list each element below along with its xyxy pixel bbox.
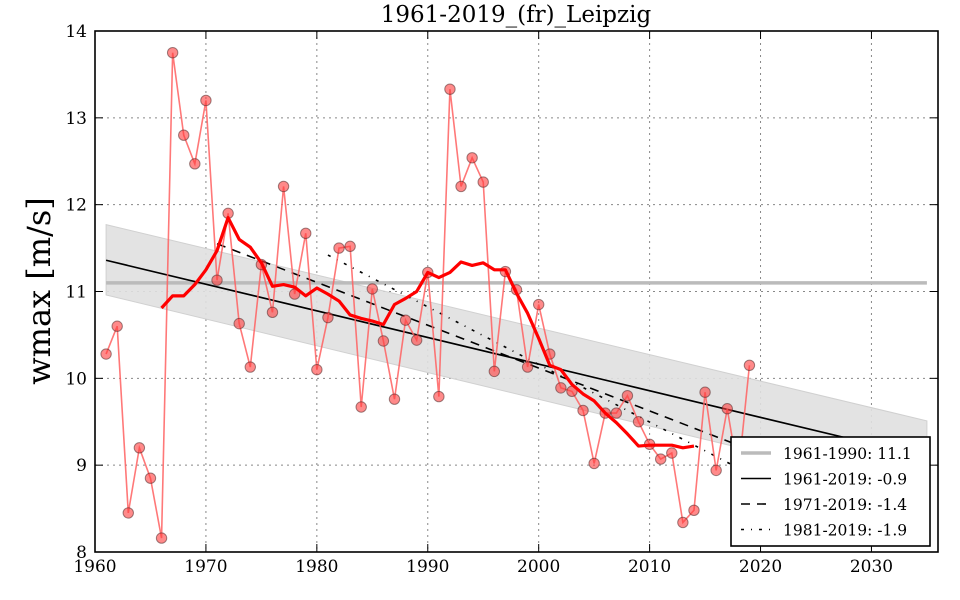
trend-line-dashed	[216, 242, 750, 451]
y-tick-label: 9	[76, 456, 87, 476]
observation-point	[588, 457, 600, 470]
observation-point	[444, 83, 456, 95]
x-tick-label: 1970	[184, 557, 227, 577]
x-tick-label: 2020	[739, 557, 782, 577]
observation-point	[355, 401, 367, 413]
observation-point	[399, 314, 412, 326]
observation-point	[433, 390, 445, 403]
axis-ticks: 1960 1970 1980 1990 2000 2010 2020 2030 8 9 10 11 12…	[65, 22, 938, 577]
observation-point	[455, 180, 467, 193]
observation-point	[743, 359, 756, 372]
observation-point	[366, 283, 379, 295]
observation-point	[311, 363, 323, 376]
x-tick-label: 2010	[628, 557, 671, 577]
observation-point	[344, 240, 356, 253]
observation-point	[666, 447, 678, 459]
x-tick-label: 1980	[295, 557, 338, 577]
observation-point	[388, 393, 401, 405]
legend-label: 1961-2019: -0.9	[783, 471, 907, 489]
observation-point	[699, 386, 711, 398]
y-tick-label: 11	[65, 283, 87, 303]
observation-point	[122, 507, 134, 519]
observation-point	[654, 453, 667, 465]
observation-point	[277, 180, 290, 193]
observation-point	[621, 390, 634, 402]
observation-point	[632, 416, 645, 428]
moving-average-series	[160, 216, 695, 450]
observation-point	[610, 407, 623, 419]
observation-point	[211, 274, 223, 286]
observation-point	[155, 532, 168, 544]
observation-point	[133, 442, 146, 454]
observation-point	[333, 242, 345, 254]
chart-title: 1961-2019_(fr)_Leipzig	[381, 2, 652, 28]
y-tick-label: 12	[65, 196, 87, 216]
observation-point	[488, 365, 501, 378]
observation-point	[233, 317, 245, 330]
x-tick-label: 2030	[850, 557, 893, 577]
observation-point	[477, 176, 489, 188]
legend-box	[730, 436, 931, 547]
observation-point	[466, 152, 478, 164]
y-tick-label: 14	[65, 22, 87, 42]
legend: 1961-1990: 11.1 1961-2019: -0.9 1971-2019:…	[730, 436, 931, 547]
legend-label: 1961-1990: 11.1	[783, 445, 912, 463]
observation-point	[178, 129, 190, 141]
observation-point	[266, 306, 279, 319]
observation-point	[166, 47, 179, 59]
observation-point	[677, 516, 689, 529]
observation-point	[200, 94, 212, 107]
y-tick-label: 8	[76, 543, 87, 563]
observation-point	[521, 361, 534, 373]
observation-point	[144, 472, 157, 484]
x-tick-label: 1990	[406, 557, 449, 577]
observation-point	[721, 403, 733, 415]
y-tick-label: 13	[65, 109, 87, 129]
observation-point	[555, 382, 567, 394]
observation-point	[377, 335, 390, 347]
observation-point	[100, 348, 112, 360]
observation-point	[410, 334, 423, 346]
observation-point	[189, 158, 201, 170]
legend-label: 1971-2019: -1.4	[783, 496, 907, 514]
observation-point	[244, 361, 256, 373]
observation-point	[322, 311, 334, 324]
observation-point	[688, 504, 700, 517]
observation-point	[710, 464, 722, 477]
trend-lines	[105, 242, 928, 475]
x-tick-label: 1960	[73, 557, 116, 577]
legend-label: 1981-2019: -1.9	[783, 522, 907, 540]
y-axis-label: wmax [m/s]	[20, 197, 58, 385]
observation-point	[300, 227, 312, 240]
y-tick-label: 10	[65, 369, 87, 389]
moving-average-line	[160, 216, 695, 450]
observation-point	[111, 320, 123, 332]
observation-point	[532, 298, 545, 311]
observation-point	[577, 404, 589, 417]
x-tick-label: 2000	[517, 557, 560, 577]
